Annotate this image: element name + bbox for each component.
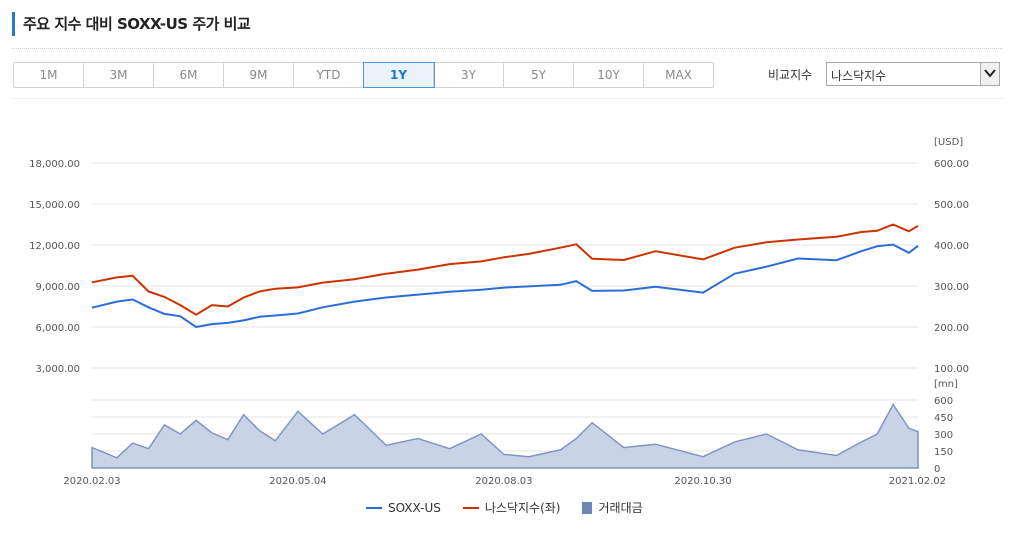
compare-index-value: 나스닥지수 xyxy=(831,69,887,83)
legend-nasdaq-label: 나스닥지수(좌) xyxy=(484,501,561,515)
period-tab-1y[interactable]: 1Y xyxy=(363,62,435,88)
volume-area xyxy=(91,403,919,469)
period-tab-9m[interactable]: 9M xyxy=(224,63,294,87)
left-axis-tick-label: 3,000.00 xyxy=(35,364,80,375)
volume-axis-tick-label: 0 xyxy=(934,464,940,475)
legend-item-volume[interactable]: 거래대금 xyxy=(582,499,643,516)
volume-axis-tick-label: 150 xyxy=(934,447,953,458)
soxx-line xyxy=(91,243,919,328)
volume-axis-unit: [mn] xyxy=(934,379,958,390)
right-axis-tick-label: 400.00 xyxy=(934,241,969,252)
legend-volume-label: 거래대금 xyxy=(598,501,643,515)
right-axis-unit: [USD] xyxy=(934,137,963,148)
chevron-down-icon[interactable] xyxy=(980,63,999,85)
left-axis-tick-label: 18,000.00 xyxy=(29,159,80,170)
period-tab-ytd[interactable]: YTD xyxy=(294,63,364,87)
left-axis-tick-label: 6,000.00 xyxy=(35,323,80,334)
compare-label: 비교지수 xyxy=(768,68,813,82)
legend-soxx-swatch xyxy=(366,506,382,509)
legend-item-soxx[interactable]: SOXX-US xyxy=(366,499,441,516)
right-axis-tick-label: 200.00 xyxy=(934,323,969,334)
title-divider xyxy=(12,48,1003,49)
period-tab-max[interactable]: MAX xyxy=(665,68,692,82)
period-tab-5y[interactable]: 5Y xyxy=(504,63,574,87)
left-axis-tick-label: 15,000.00 xyxy=(29,200,80,211)
volume-axis-tick-label: 450 xyxy=(934,413,953,424)
left-axis-tick-label: 9,000.00 xyxy=(35,282,80,293)
period-tabs: 1M 3M 6M 9M YTD 1Y 3Y 5Y 10Y MAX xyxy=(13,62,714,88)
toolbar-divider xyxy=(12,98,1003,99)
chart-legend: SOXX-US 나스닥지수(좌) 거래대금 xyxy=(366,499,643,516)
right-axis-tick-label: 300.00 xyxy=(934,282,969,293)
x-axis-tick-label: 2020.08.03 xyxy=(475,476,532,487)
legend-volume-swatch xyxy=(582,501,593,514)
volume-axis-tick-label: 600 xyxy=(934,396,953,407)
right-axis-tick-label: 500.00 xyxy=(934,200,969,211)
x-axis-tick-label: 2020.10.30 xyxy=(674,476,731,487)
compare-index-select[interactable]: 나스닥지수 xyxy=(826,62,1000,86)
volume-axis-tick-label: 300 xyxy=(934,430,953,441)
legend-item-nasdaq[interactable]: 나스닥지수(좌) xyxy=(462,499,561,516)
nasdaq-line xyxy=(91,223,919,316)
period-tab-1m[interactable]: 1M xyxy=(14,63,84,87)
x-axis-tick-label: 2020.05.04 xyxy=(269,476,326,487)
left-axis-tick-label: 12,000.00 xyxy=(29,241,80,252)
right-axis-tick-label: 100.00 xyxy=(934,364,969,375)
period-tab-6m[interactable]: 6M xyxy=(154,63,224,87)
right-axis-tick-label: 600.00 xyxy=(934,159,969,170)
legend-soxx-label: SOXX-US xyxy=(388,500,441,515)
title-bar: 주요 지수 대비 SOXX-US 주가 비교 xyxy=(12,12,251,36)
period-tab-10y[interactable]: 10Y xyxy=(574,63,644,87)
legend-nasdaq-swatch xyxy=(462,506,479,509)
period-tab-3y[interactable]: 3Y xyxy=(434,63,504,87)
x-axis-tick-label: 2021.02.02 xyxy=(889,476,946,487)
page-title: 주요 지수 대비 SOXX-US 주가 비교 xyxy=(23,15,251,33)
period-tab-3m[interactable]: 3M xyxy=(84,63,154,87)
x-axis-tick-label: 2020.02.03 xyxy=(63,476,120,487)
